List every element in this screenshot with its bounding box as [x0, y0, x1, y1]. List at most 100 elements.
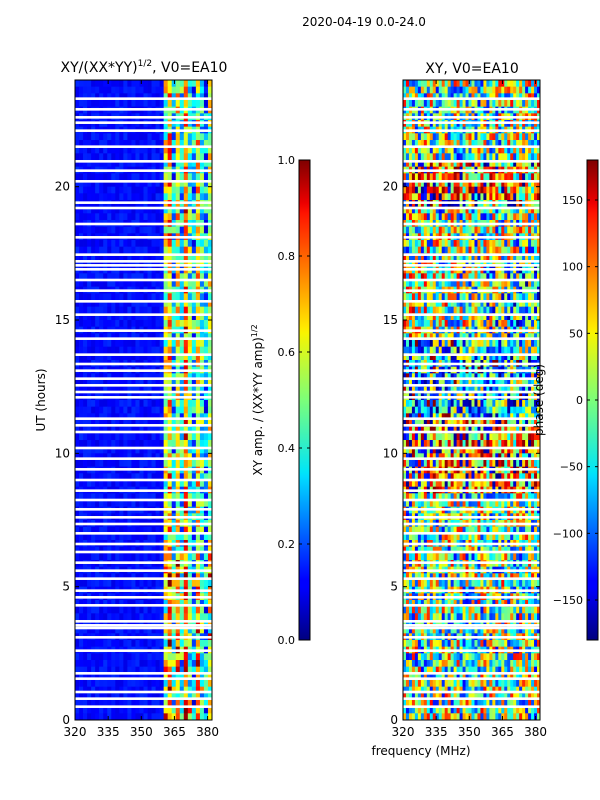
heatmap-cell	[123, 400, 128, 408]
heatmap-cell	[474, 306, 478, 314]
heatmap-cell	[147, 380, 152, 388]
heatmap-cell	[507, 180, 511, 188]
heatmap-cell	[79, 133, 84, 141]
heatmap-cell	[111, 686, 116, 694]
heatmap-cell	[139, 206, 144, 214]
heatmap-cell	[163, 186, 169, 194]
heatmap-cell	[147, 86, 152, 94]
heatmap-cell	[91, 160, 96, 168]
heatmap-cell	[115, 80, 120, 88]
heatmap-cell	[159, 300, 165, 308]
heatmap-cell	[179, 146, 185, 154]
heatmap-cell	[131, 653, 136, 661]
heatmap-cell	[477, 140, 481, 148]
heatmap-cell	[75, 400, 80, 408]
heatmap-cell	[525, 293, 529, 301]
heatmap-cell	[456, 100, 460, 108]
heatmap-cell	[537, 93, 541, 101]
heatmap-cell	[179, 693, 185, 701]
heatmap-cell	[187, 240, 193, 248]
heatmap-cell	[423, 93, 428, 101]
heatmap-cell	[171, 686, 177, 694]
heatmap-cell	[435, 160, 440, 168]
heatmap-cell	[163, 620, 169, 628]
heatmap-cell	[111, 206, 116, 214]
heatmap-cell	[187, 613, 193, 621]
heatmap-cell	[123, 700, 128, 708]
heatmap-cell	[537, 306, 541, 314]
heatmap-cell	[75, 313, 80, 321]
heatmap-cell	[91, 473, 96, 481]
heatmap-cell	[495, 180, 499, 188]
heatmap-cell	[207, 626, 213, 634]
heatmap-cell	[429, 180, 434, 188]
heatmap-cell	[420, 246, 425, 254]
heatmap-cell	[87, 353, 92, 361]
heatmap-cell	[414, 213, 419, 221]
heatmap-cell	[465, 173, 469, 181]
heatmap-cell	[183, 600, 189, 608]
heatmap-cell	[131, 660, 136, 668]
heatmap-cell	[403, 280, 407, 288]
heatmap-cell	[75, 133, 80, 141]
heatmap-cell	[534, 213, 538, 221]
heatmap-cell	[79, 700, 84, 708]
heatmap-cell	[75, 273, 80, 281]
heatmap-cell	[423, 293, 428, 301]
heatmap-cell	[531, 246, 535, 254]
heatmap-cell	[465, 180, 469, 188]
heatmap-cell	[151, 433, 156, 441]
heatmap-cell	[79, 500, 84, 508]
amp-title: XY/(XX*YY)1/2, V0=EA10	[61, 59, 228, 76]
heatmap-cell	[111, 680, 116, 688]
heatmap-cell	[498, 206, 502, 214]
heatmap-cell	[444, 133, 449, 141]
heatmap-cell	[83, 640, 88, 648]
heatmap-cell	[119, 440, 124, 448]
heatmap-cell	[522, 240, 526, 248]
heatmap-cell	[453, 186, 458, 194]
heatmap-cell	[486, 193, 490, 201]
heatmap-cell	[151, 180, 156, 188]
heatmap-cell	[167, 546, 173, 554]
heatmap-cell	[199, 426, 205, 434]
heatmap-cell	[462, 246, 466, 254]
heatmap-cell	[135, 686, 140, 694]
heatmap-cell	[480, 240, 484, 248]
heatmap-cell	[75, 93, 80, 101]
heatmap-cell	[131, 93, 136, 101]
heatmap-cell	[83, 186, 88, 194]
heatmap-cell	[83, 133, 88, 141]
heatmap-cell	[135, 240, 140, 248]
heatmap-cell	[87, 373, 92, 381]
heatmap-cell	[147, 680, 152, 688]
heatmap-cell	[183, 86, 189, 94]
heatmap-cell	[139, 580, 144, 588]
heatmap-cell	[167, 673, 173, 681]
heatmap-cell	[115, 700, 120, 708]
heatmap-cell	[151, 293, 156, 301]
heatmap-cell	[131, 153, 136, 161]
heatmap-cell	[516, 306, 520, 314]
heatmap-cell	[480, 153, 484, 161]
heatmap-cell	[501, 273, 505, 281]
heatmap-cell	[414, 240, 419, 248]
heatmap-cell	[159, 613, 165, 621]
heatmap-cell	[167, 146, 173, 154]
heatmap-cell	[426, 173, 431, 181]
heatmap-cell	[537, 260, 541, 268]
heatmap-cell	[159, 653, 165, 661]
heatmap-cell	[151, 480, 156, 488]
heatmap-cell	[119, 300, 124, 308]
heatmap-cell	[191, 400, 197, 408]
heatmap-cell	[435, 186, 440, 194]
heatmap-cell	[147, 400, 152, 408]
heatmap-cell	[79, 613, 84, 621]
heatmap-cell	[510, 206, 514, 214]
heatmap-cell	[155, 613, 161, 621]
heatmap-cell	[462, 280, 466, 288]
heatmap-cell	[207, 380, 213, 388]
heatmap-cell	[207, 613, 213, 621]
heatmap-cell	[87, 626, 92, 634]
heatmap-cell	[139, 640, 144, 648]
